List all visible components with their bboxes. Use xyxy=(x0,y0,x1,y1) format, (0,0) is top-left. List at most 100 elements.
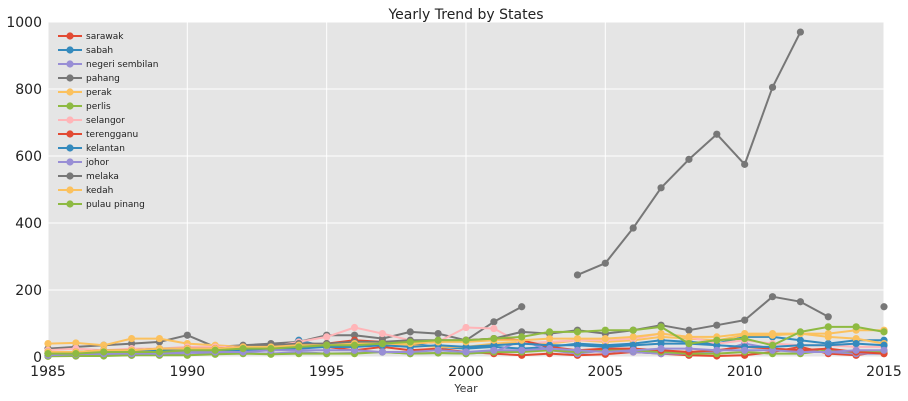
legend-label: perlis xyxy=(86,102,111,112)
legend-label: kedah xyxy=(86,186,113,196)
x-tick-label: 2000 xyxy=(448,364,484,380)
data-point xyxy=(824,323,832,331)
data-point xyxy=(796,341,805,349)
data-point xyxy=(880,346,888,354)
data-point xyxy=(72,350,80,358)
legend-marker xyxy=(66,186,74,194)
data-point xyxy=(183,346,191,354)
data-point xyxy=(573,271,582,279)
data-point xyxy=(852,346,860,354)
x-tick-label: 1985 xyxy=(30,364,66,380)
data-point xyxy=(685,340,693,348)
data-point xyxy=(601,334,609,343)
data-point xyxy=(100,348,108,356)
legend-item: perak xyxy=(58,88,112,98)
data-point xyxy=(44,350,52,358)
data-point xyxy=(741,160,749,168)
data-point xyxy=(406,348,414,356)
legend-label: johor xyxy=(85,158,109,168)
data-point xyxy=(629,224,637,232)
data-point xyxy=(685,345,693,353)
x-tick-label: 1990 xyxy=(170,364,206,380)
data-point xyxy=(518,346,526,354)
legend-label: melaka xyxy=(86,172,119,182)
data-point xyxy=(211,346,219,354)
data-point xyxy=(768,346,777,354)
data-point xyxy=(100,341,108,349)
data-point xyxy=(573,328,582,336)
legend-item: kelantan xyxy=(58,144,125,154)
legend-marker xyxy=(66,116,74,124)
data-point xyxy=(462,343,470,351)
y-tick-label: 0 xyxy=(33,350,42,366)
data-point xyxy=(350,346,359,354)
legend-marker xyxy=(66,158,74,166)
data-point xyxy=(155,334,164,343)
data-point xyxy=(323,333,331,341)
data-point xyxy=(629,333,637,341)
legend-item: sarawak xyxy=(58,32,124,42)
data-point xyxy=(657,184,665,192)
data-point xyxy=(128,340,136,348)
data-point xyxy=(518,333,526,341)
legend-marker xyxy=(66,32,74,40)
legend-item: melaka xyxy=(58,172,119,182)
data-point xyxy=(378,340,386,348)
data-point xyxy=(546,334,554,343)
data-point xyxy=(880,303,888,311)
legend: sarawak sabah negeri sembilan pahang perak pe… xyxy=(58,32,158,210)
data-point xyxy=(518,303,526,311)
legend-marker xyxy=(66,172,74,180)
data-point xyxy=(796,28,805,36)
legend-marker xyxy=(66,60,74,68)
legend-label: negeri sembilan xyxy=(86,60,158,70)
data-point xyxy=(406,338,414,346)
data-point xyxy=(657,345,665,353)
legend-label: pulau pinang xyxy=(86,200,145,210)
data-point xyxy=(573,334,582,343)
data-point xyxy=(713,346,721,354)
legend-item: pulau pinang xyxy=(58,200,145,210)
legend-item: perlis xyxy=(58,102,111,112)
x-tick-label: 2005 xyxy=(588,364,624,380)
data-point xyxy=(880,341,888,349)
data-point xyxy=(657,329,665,338)
legend-marker xyxy=(66,130,74,138)
data-point xyxy=(713,130,721,138)
data-point xyxy=(295,343,303,351)
legend-item: kedah xyxy=(58,186,113,196)
data-point xyxy=(462,336,470,344)
legend-label: kelantan xyxy=(86,144,125,154)
data-point xyxy=(434,329,442,338)
data-point xyxy=(128,334,136,343)
data-point xyxy=(852,334,860,343)
data-point xyxy=(434,346,442,354)
data-point xyxy=(546,328,554,336)
data-point xyxy=(824,348,832,356)
y-tick-label: 600 xyxy=(15,149,42,165)
data-point xyxy=(852,340,860,348)
data-point xyxy=(852,323,860,331)
data-point xyxy=(629,341,637,349)
data-point xyxy=(657,323,665,331)
data-point xyxy=(378,329,386,338)
data-point xyxy=(601,326,609,334)
data-point xyxy=(768,83,777,91)
data-point xyxy=(713,321,721,329)
x-axis-ticks: 1985 1990 1995 2000 2005 2010 2015 xyxy=(30,364,902,380)
legend-label: sabah xyxy=(86,46,113,56)
data-point xyxy=(796,328,805,336)
data-point xyxy=(546,345,554,353)
legend-label: terengganu xyxy=(86,130,138,140)
legend-marker xyxy=(66,200,74,208)
x-axis-label: Year xyxy=(453,382,478,395)
data-point xyxy=(350,331,359,339)
data-point xyxy=(267,345,275,353)
data-point xyxy=(239,345,247,353)
data-point xyxy=(490,341,498,349)
data-point xyxy=(573,346,582,354)
series-pulau-pinang xyxy=(44,323,888,358)
legend-label: selangor xyxy=(86,116,125,126)
data-point xyxy=(824,313,832,321)
data-point xyxy=(462,323,470,332)
